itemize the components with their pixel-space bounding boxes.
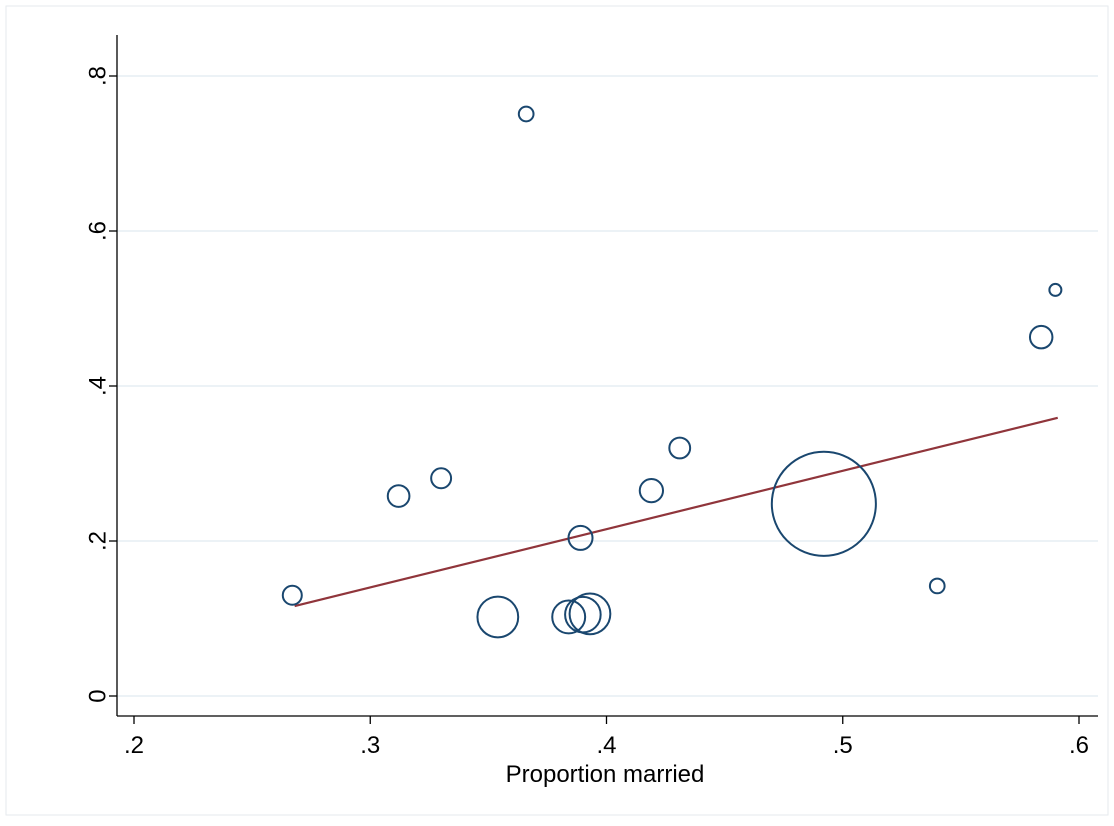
y-tick-label: .8 xyxy=(85,66,112,86)
data-point xyxy=(281,584,303,606)
y-tick-label: .2 xyxy=(85,531,112,551)
grid-lines xyxy=(117,75,1098,697)
data-point xyxy=(551,599,587,635)
data-point xyxy=(1028,324,1054,350)
data-point xyxy=(476,595,520,639)
data-point xyxy=(430,467,453,490)
x-axis-ticks: .2 .3 .4 .5 .6 xyxy=(124,716,1089,759)
data-point xyxy=(770,450,877,557)
data-point xyxy=(567,524,594,551)
outer-frame xyxy=(5,5,1109,816)
x-tick-label: .5 xyxy=(833,732,853,759)
data-points xyxy=(281,105,1063,639)
data-point xyxy=(668,436,692,460)
x-tick-label: .3 xyxy=(360,732,380,759)
x-tick-label: .2 xyxy=(124,732,144,759)
data-point xyxy=(386,484,411,508)
data-point xyxy=(1048,282,1063,297)
y-tick-label: 0 xyxy=(85,689,112,702)
data-point xyxy=(517,105,535,123)
x-tick-label: .4 xyxy=(596,732,616,759)
data-point xyxy=(928,577,946,595)
x-axis-title: Proportion married xyxy=(506,761,705,788)
data-point xyxy=(568,592,612,636)
x-tick-label: .6 xyxy=(1069,732,1089,759)
y-axis-ticks: 0 .2 .4 .6 .8 xyxy=(85,66,117,703)
y-tick-label: .4 xyxy=(85,376,112,396)
fit-line-layer xyxy=(294,416,1059,608)
y-tick-label: .6 xyxy=(85,221,112,241)
data-point xyxy=(638,477,665,504)
fit-line xyxy=(294,416,1059,608)
